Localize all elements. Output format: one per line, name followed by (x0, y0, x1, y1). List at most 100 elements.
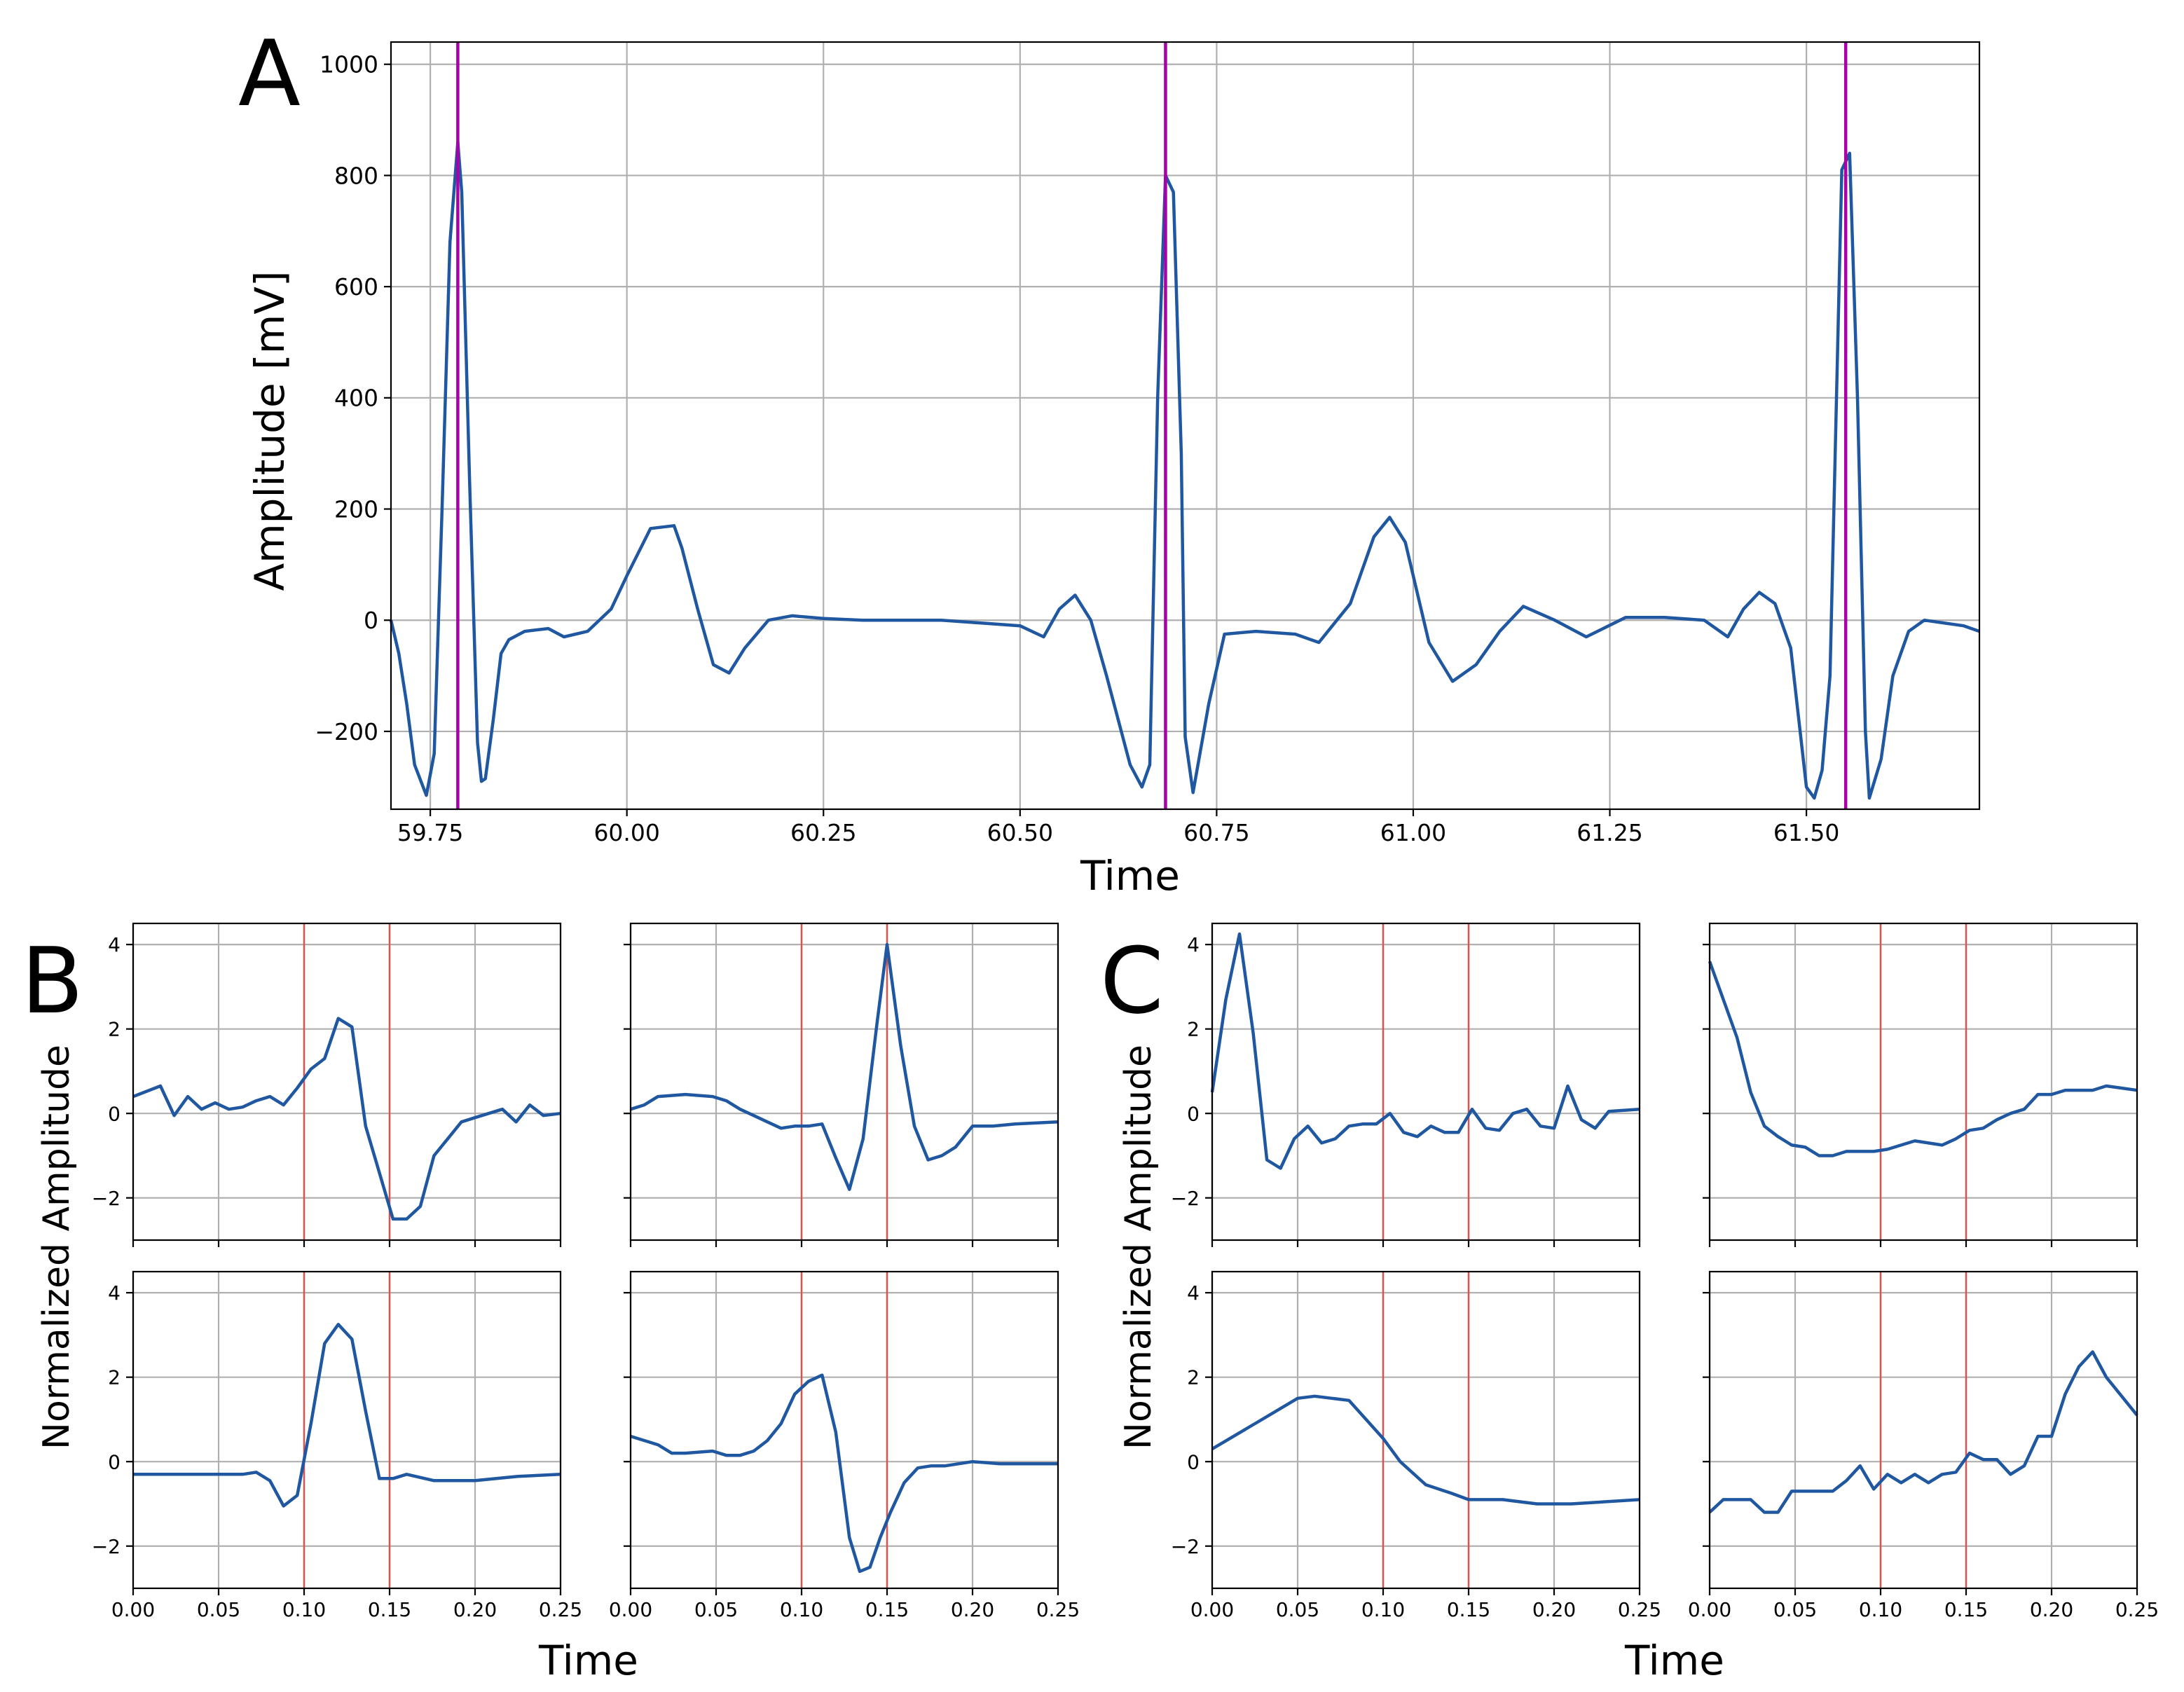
panel-c-subplot-2-axes-frame (1708, 922, 2138, 1242)
panel-c-x-label: Time (1624, 1637, 1724, 1684)
panel-a-y-tick-label: 1000 (320, 51, 378, 78)
panel-c-subplot-1-y-tick-label: 0 (1187, 1102, 1200, 1125)
panel-b-subplot-4-gridlines (629, 1272, 1059, 1588)
panel-b-subplot-2-gridlines (629, 923, 1059, 1240)
panel-c-subplot-4: 0.00 0.05 0.10 0.15 0.20 0.25 (1688, 1270, 2159, 1621)
panel-label-a: A (238, 20, 301, 127)
panel-a-x-tick-label: 60.25 (790, 819, 856, 846)
panel-c-subplot-4-x-tick-label: 0.00 (1688, 1598, 1731, 1621)
panel-b-subplot-1-gridlines (132, 923, 562, 1240)
panel-c-subplot-3-x-tick-label: 0.10 (1361, 1598, 1405, 1621)
panel-c-subplot-4-x-tick-label: 0.05 (1773, 1598, 1817, 1621)
panel-c-subplot-4-gridlines (1708, 1272, 2138, 1588)
panel-c-subplot-3-axes-frame (1211, 1270, 1641, 1590)
panel-a-x-tick-label: 61.25 (1577, 819, 1642, 846)
panel-b-subplot-3-gridlines (132, 1272, 562, 1588)
panel-a-x-tick-label: 61.50 (1773, 819, 1839, 846)
panel-b-y-label: Normalized Amplitude (36, 1045, 78, 1450)
panel-b-subplot-4-axes-frame (629, 1270, 1059, 1590)
panel-a-y-tick-label: 800 (334, 162, 378, 189)
panel-b-subplot-1-axes-frame (132, 922, 562, 1242)
panel-c-subplot-1-y-tick-label: −2 (1171, 1187, 1200, 1210)
panel-c-subplot-1-y-tick-label: 4 (1187, 933, 1200, 956)
panel-c-subplot-4-x-tick-label: 0.20 (2030, 1598, 2073, 1621)
panel-b-subplot-3-x-tick-label: 0.20 (453, 1598, 497, 1621)
panel-b-subplot-4-x-tick-label: 0.05 (694, 1598, 738, 1621)
panel-b-subplot-2-axes-frame (629, 922, 1059, 1242)
panel-b-subplot-1-y-tick-label: −2 (92, 1187, 121, 1210)
panel-c-subplot-3-gridlines (1211, 1272, 1641, 1588)
panel-c-subplot-4-axes-frame (1708, 1270, 2138, 1590)
panel-b-subplot-4: 0.00 0.05 0.10 0.15 0.20 0.25 (609, 1270, 1080, 1621)
panel-b-subplot-1-y-tick-label: 2 (108, 1018, 121, 1041)
panel-c-subplot-4-x-tick-label: 0.25 (2115, 1598, 2159, 1621)
panel-b-subplot-3-x-tick-label: 0.00 (111, 1598, 155, 1621)
panel-b-subplot-4-x-tick-label: 0.15 (865, 1598, 909, 1621)
panel-c-subplot-4-signal-trace (1708, 1350, 2138, 1514)
panel-b-subplot-3-y-tick-label: 4 (108, 1281, 121, 1305)
panel-b-subplot-3-x-tick-label: 0.10 (282, 1598, 326, 1621)
panel-c-y-label: Normalized Amplitude (1118, 1045, 1160, 1450)
panel-c-subplot-3-x-tick-label: 0.25 (1618, 1598, 1661, 1621)
panel-label-b: B (21, 928, 83, 1034)
panel-c-subplot-2 (1703, 922, 2138, 1247)
panel-b-subplot-3-x-tick-label: 0.25 (539, 1598, 582, 1621)
panel-c-subplot-2-signal-trace (1708, 961, 2138, 1157)
panel-c-subplot-3-y-tick-label: −2 (1171, 1535, 1200, 1558)
panel-a-x-tick-label: 60.50 (987, 819, 1053, 846)
panel-b-subplot-1-y-tick-label: 0 (108, 1102, 121, 1125)
panel-c-subplot-4-x-tick-label: 0.10 (1859, 1598, 1902, 1621)
panel-a-axes-frame (390, 41, 1981, 811)
panel-b-subplot-2 (624, 922, 1059, 1247)
panel-c-subplot-3-x-tick-label: 0.20 (1532, 1598, 1576, 1621)
panel-b-subplot-2-signal-trace (630, 942, 1059, 1191)
panel-c-subplot-3: 0.00 0.05 0.10 0.15 0.20 0.25 −2 0 2 4 (1171, 1270, 1661, 1621)
panel-b-x-label: Time (538, 1637, 638, 1684)
panel-c-subplot-2-gridlines (1708, 923, 2138, 1240)
panel-b-subplot-3-y-tick-label: 2 (108, 1366, 121, 1389)
panel-c-subplot-3-y-tick-label: 2 (1187, 1366, 1200, 1389)
panel-b-subplot-1: −2 0 2 4 (92, 922, 562, 1247)
panel-c-subplot-3-y-tick-label: 4 (1187, 1281, 1200, 1305)
panel-c-subplot-3-signal-trace (1211, 1394, 1640, 1506)
panel-b-subplot-3-axes-frame (132, 1270, 562, 1590)
panel-c-subplot-3-x-tick-label: 0.15 (1447, 1598, 1490, 1621)
panel-b-subplot-4-x-tick-label: 0.00 (609, 1598, 652, 1621)
panel-a-y-tick-label: −200 (315, 718, 378, 745)
panel-c-subplot-1-gridlines (1211, 923, 1641, 1240)
panel-b-subplot-3-signal-trace (133, 1323, 561, 1508)
panel-b-subplot-4-x-tick-label: 0.20 (951, 1598, 994, 1621)
panel-b-subplot-4-signal-trace (630, 1373, 1058, 1574)
panel-a-y-tick-label: 200 (334, 495, 378, 523)
panel-a-y-tick-label: 0 (364, 607, 378, 634)
panel-b-subplot-1-signal-trace (132, 1017, 561, 1221)
panel-a-y-label: Amplitude [mV] (246, 270, 294, 591)
panel-a-ecg-plot: 59.75 60.00 60.25 60.50 60.75 61.00 61.25 61.50… (315, 41, 1981, 846)
panel-a-gridlines (391, 42, 1979, 809)
panel-c-subplot-1-signal-trace (1210, 932, 1640, 1170)
panel-c-subplot-3-x-tick-label: 0.00 (1190, 1598, 1234, 1621)
panel-c-subplot-1-y-tick-label: 2 (1187, 1018, 1200, 1041)
panel-a-signal-trace (389, 140, 1980, 800)
panel-c-subplot-3-x-tick-label: 0.05 (1276, 1598, 1319, 1621)
panel-a-x-tick-label: 60.00 (593, 819, 659, 846)
panel-a-x-tick-label: 60.75 (1183, 819, 1249, 846)
panel-b-subplot-4-x-tick-label: 0.10 (780, 1598, 823, 1621)
panel-a-y-tick-label: 600 (334, 273, 378, 301)
panel-b-subplot-4-x-tick-label: 0.25 (1036, 1598, 1080, 1621)
panel-b-subplot-3-x-tick-label: 0.05 (197, 1598, 240, 1621)
panel-c-subplot-4-x-tick-label: 0.15 (1944, 1598, 1988, 1621)
panel-a-x-tick-label: 59.75 (397, 819, 463, 846)
panel-a-x-tick-label: 61.00 (1380, 819, 1446, 846)
panel-a-x-label: Time (1080, 852, 1180, 900)
panel-label-c: C (1100, 928, 1164, 1034)
panel-b-subplot-3-y-tick-label: 0 (108, 1450, 121, 1473)
panel-b-subplot-3-x-tick-label: 0.15 (368, 1598, 411, 1621)
panel-c-subplot-3-y-tick-label: 0 (1187, 1450, 1200, 1473)
panel-b-subplot-3: 0.00 0.05 0.10 0.15 0.20 0.25 −2 0 2 4 (92, 1270, 582, 1621)
panel-c-subplot-1: −2 0 2 4 (1171, 922, 1641, 1247)
panel-c-subplot-1-axes-frame (1211, 922, 1641, 1242)
